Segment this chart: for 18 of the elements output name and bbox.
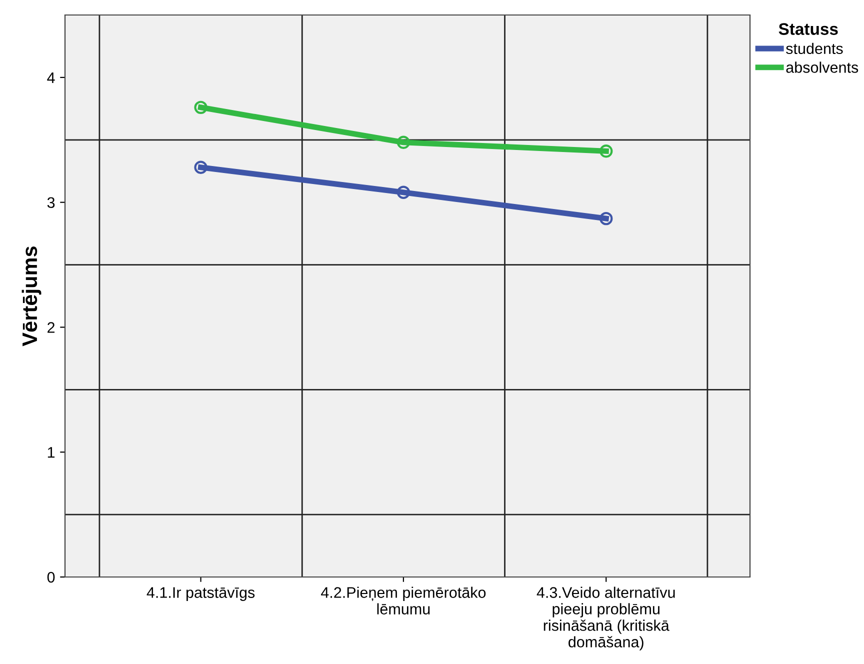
y-tick-label: 3 [47,197,55,208]
point [194,100,208,114]
legend-label: students [786,42,843,54]
legend-title: Statuss [778,23,838,35]
x-tick-label: 4.1.Ir patstāvīgs [146,587,255,601]
point [396,186,410,199]
y-axis-title: Vērtējums [22,246,42,346]
y-tick-label: 4 [47,72,55,83]
point [194,160,208,174]
legend-label: absolvents [786,62,858,73]
point [600,144,613,158]
x-tick-label: 4.3.Veido alternatīvu pieeju problēmu risināšanā (kritiskā domāšana) [536,586,675,650]
y-tick-label: 0 [47,572,55,583]
y-tick-label: 2 [48,322,55,333]
point [600,212,613,226]
x-tick-label: 4.2.Pieņem piemērotāko lēmumu [321,586,486,614]
point [396,136,410,149]
y-tick-label: 1 [48,447,55,458]
